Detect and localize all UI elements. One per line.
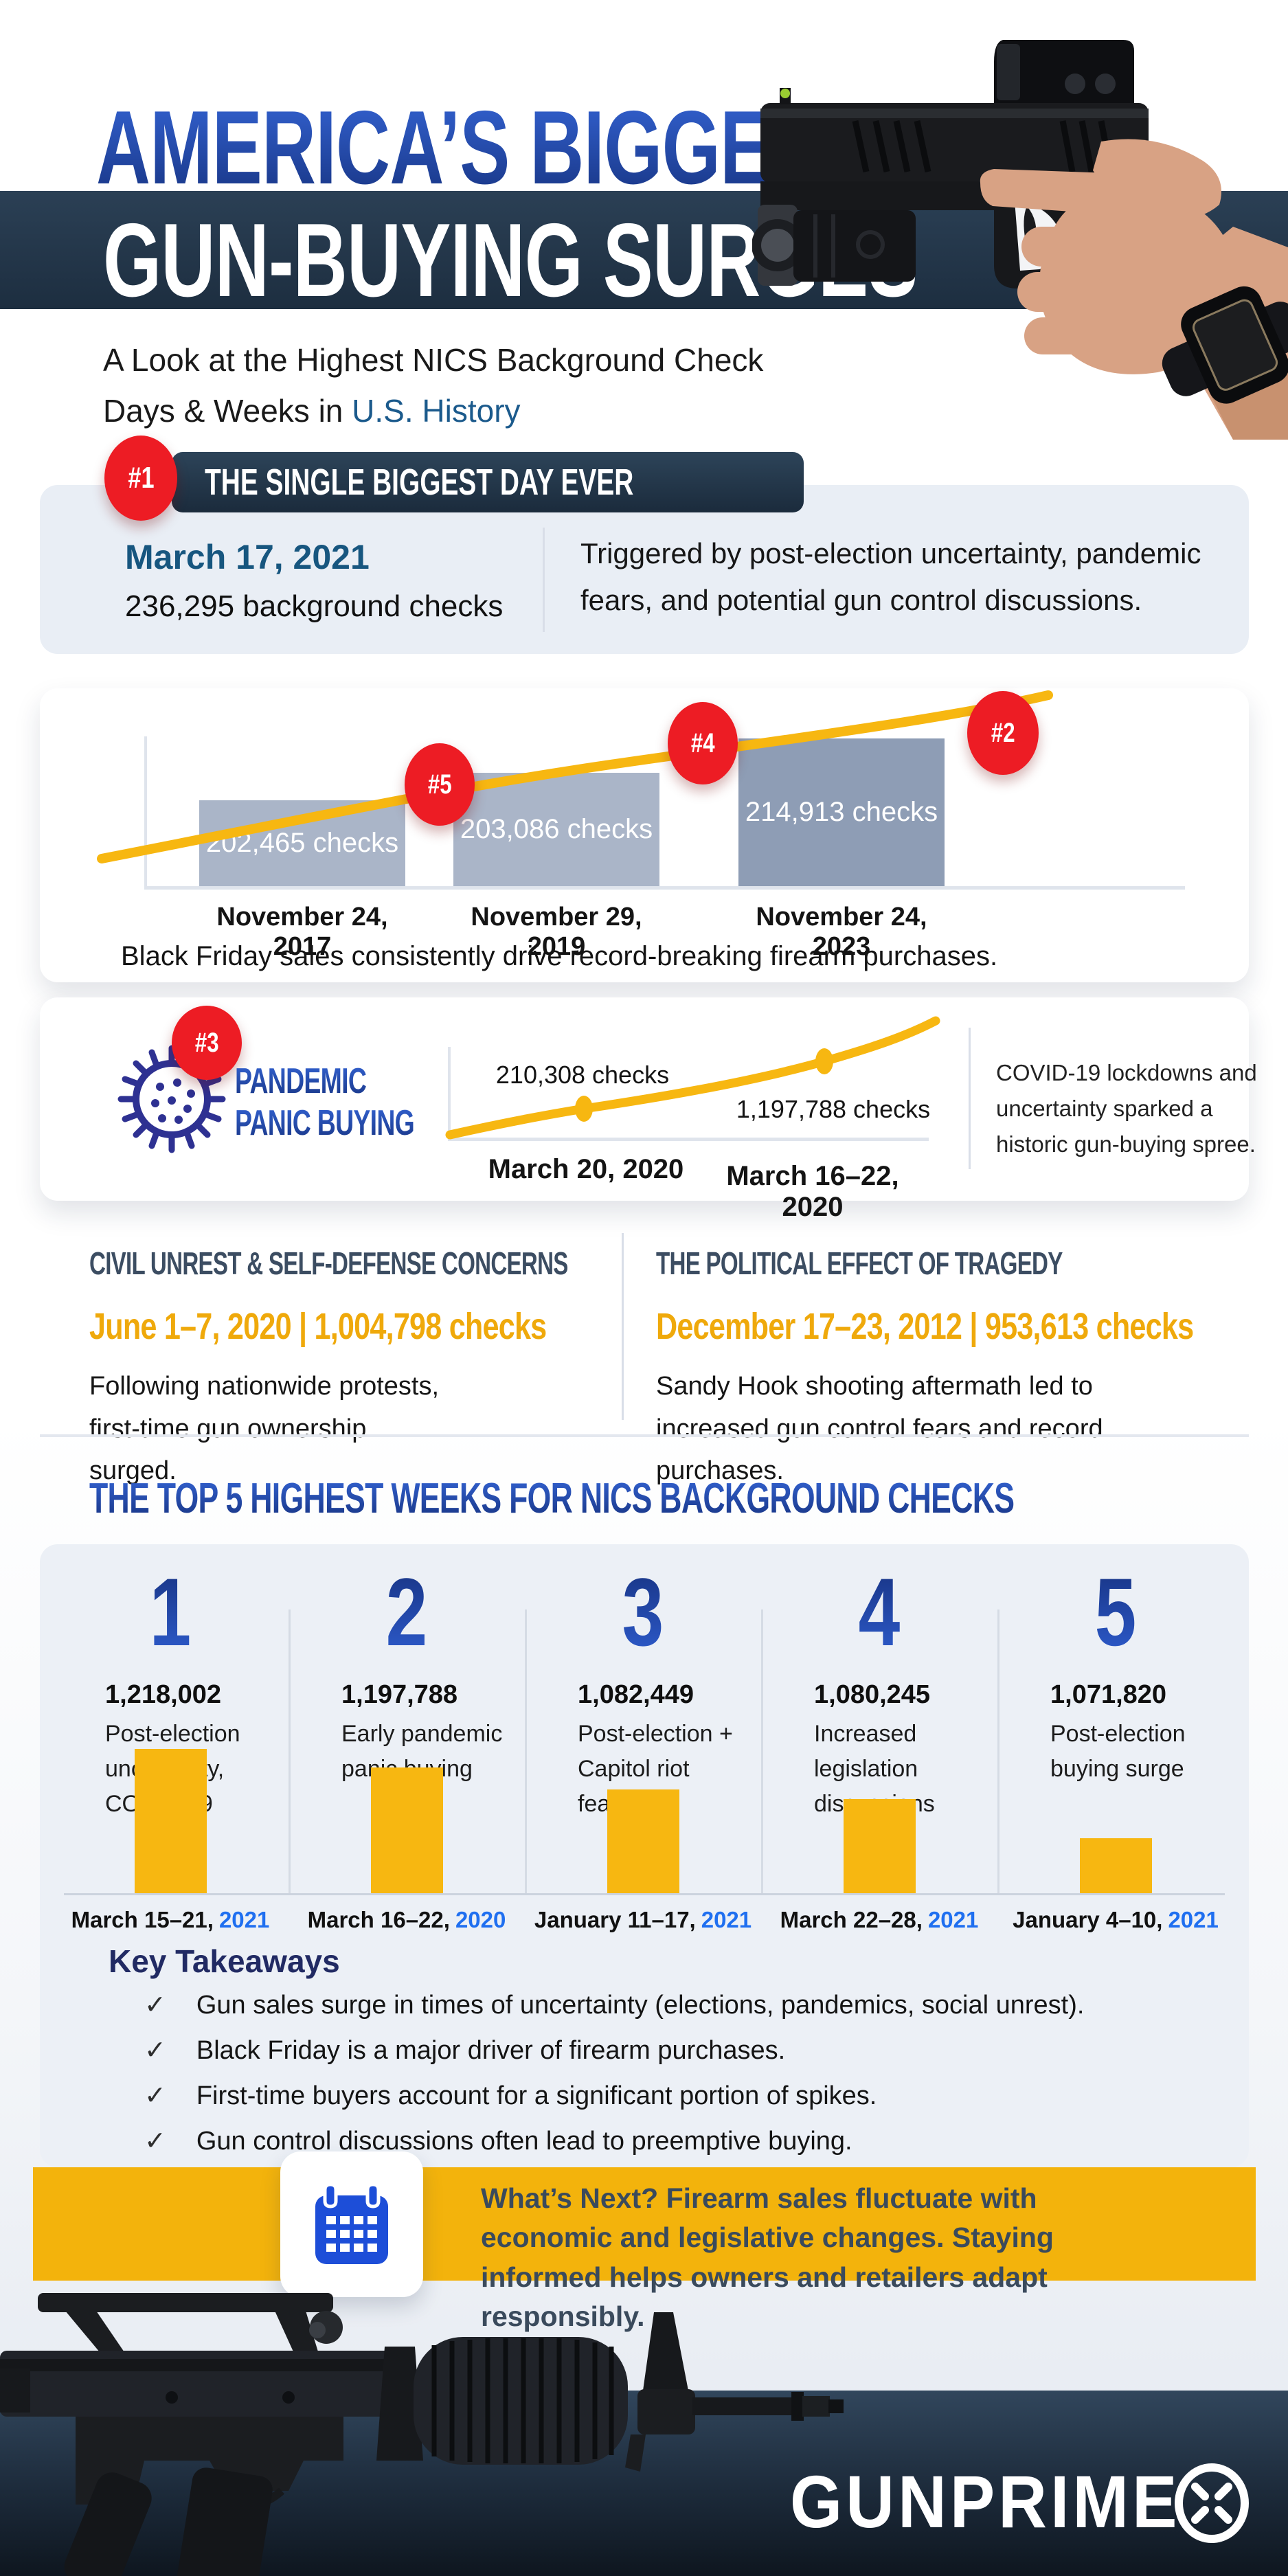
check-icon: ✓ xyxy=(144,1991,166,2020)
top5-date-1: March 15–21, 2021 xyxy=(71,1907,270,1932)
rank-3-badge: #3 xyxy=(172,1006,242,1080)
pandemic-card: #3 PANDEMIC PANIC BUYING 210,308 checks … xyxy=(40,997,1257,1222)
pandemic-y-axis xyxy=(448,1047,451,1140)
event-tragedy: THE POLITICAL EFFECT OF TRAGEDY December… xyxy=(656,1245,1194,1486)
bf-date-2023: November 24, 2023 xyxy=(756,903,927,961)
top5-rank-1: 1 xyxy=(52,1557,289,1668)
top5-date-2: March 16–22, 2020 xyxy=(307,1907,506,1932)
biggest-day-banner: THE SINGLE BIGGEST DAY EVER xyxy=(172,452,804,512)
top5-bar-4 xyxy=(844,1799,916,1893)
bf-date-2017: November 24, 2017 xyxy=(216,903,388,961)
top5-bar-3 xyxy=(607,1789,679,1893)
whats-next-text: What’s Next? Firearm sales fluctuate wit… xyxy=(481,2182,1054,2333)
virus-icon xyxy=(117,1045,226,1153)
top5-baseline xyxy=(64,1893,1225,1895)
bf-date-2019: November 29, 2019 xyxy=(471,903,642,961)
biggest-day-date: March 17, 2021 xyxy=(125,538,370,576)
rifle-photo-illustration xyxy=(0,2293,844,2576)
check-icon: ✓ xyxy=(144,2036,166,2065)
bf-caption: Black Friday sales consistently drive re… xyxy=(121,941,998,971)
pandemic-x-axis xyxy=(448,1138,929,1141)
rank-2-badge: #2 xyxy=(967,691,1039,775)
top5-date-4: March 22–28, 2021 xyxy=(780,1907,979,1932)
subtitle: A Look at the Highest NICS Background Ch… xyxy=(103,335,763,436)
calendar-card xyxy=(280,2151,423,2297)
top5-divider-4 xyxy=(997,1609,999,1895)
bf-x-axis xyxy=(144,886,1185,890)
bf-trend-line xyxy=(97,690,1053,863)
takeaway-item-3: ✓ First-time buyers account for a signifi… xyxy=(144,2081,877,2110)
check-icon: ✓ xyxy=(144,2127,166,2156)
pandemic-description: COVID-19 lockdowns and uncertainty spark… xyxy=(996,1060,1257,1157)
takeaway-item-4: ✓ Gun control discussions often lead to p… xyxy=(144,2127,852,2156)
pandemic-line xyxy=(445,1016,940,1140)
event-civil-unrest: CIVIL UNREST & SELF-DEFENSE CONCERNS Jun… xyxy=(89,1245,568,1486)
top5-rank-4: 4 xyxy=(761,1557,997,1668)
crosshair-logo-icon xyxy=(1175,2463,1249,2543)
top5-col-5: 1,071,820 Post-election buying surge xyxy=(1050,1680,1186,1782)
takeaways-heading: Key Takeaways xyxy=(109,1943,340,1979)
page-title-line1: AMERICA’S BIGGEST xyxy=(96,88,1164,208)
whats-next-band xyxy=(33,2167,1256,2281)
top5-bar-1 xyxy=(135,1749,207,1893)
biggest-day-panel xyxy=(40,485,1249,654)
bf-bar-2023: 214,913 checks xyxy=(738,738,945,886)
pandemic-point1-date: March 20, 2020 xyxy=(488,1154,684,1184)
footer-brand: GUNPRIME xyxy=(790,2461,1181,2544)
biggest-day-divider xyxy=(543,528,545,632)
top5-date-5: January 4–10, 2021 xyxy=(1013,1907,1219,1932)
bf-y-axis xyxy=(144,736,147,888)
subtitle-line1: A Look at the Highest NICS Background Ch… xyxy=(103,342,764,378)
top5-rank-2: 2 xyxy=(289,1557,525,1668)
check-icon: ✓ xyxy=(144,2081,166,2110)
top5-divider-1 xyxy=(289,1609,291,1895)
rank-1-badge: #1 xyxy=(104,436,177,521)
top5-divider-2 xyxy=(525,1609,527,1895)
top5-heading: THE TOP 5 HIGHEST WEEKS FOR NICS BACKGRO… xyxy=(89,1475,1015,1522)
top5-col-2: 1,197,788 Early pandemic panic buying xyxy=(341,1680,503,1782)
top5-divider-3 xyxy=(761,1609,763,1895)
calendar-icon xyxy=(315,2182,388,2264)
biggest-day-value: 236,295 background checks xyxy=(125,589,504,623)
biggest-day-description: Triggered by post-election uncertainty, … xyxy=(580,537,1201,617)
biggest-day-banner-label: THE SINGLE BIGGEST DAY EVER xyxy=(205,462,634,503)
top5-panel: 1 1,218,002 Post-election uncertainty, C… xyxy=(40,1544,1249,2167)
events-divider xyxy=(622,1233,624,1420)
pistol-photo-illustration xyxy=(752,40,1288,440)
top5-bar-5 xyxy=(1080,1838,1152,1893)
pandemic-point2-value: 1,197,788 checks xyxy=(736,1095,931,1123)
subtitle-highlight: U.S. History xyxy=(352,392,521,429)
pandemic-title: PANDEMIC PANIC BUYING xyxy=(235,1061,484,1145)
rank-5-badge: #5 xyxy=(405,743,475,826)
rank-4-badge: #4 xyxy=(668,702,738,784)
pandemic-point1-value: 210,308 checks xyxy=(495,1061,670,1089)
pandemic-divider xyxy=(969,1028,971,1169)
pandemic-point2-date: March 16–22, 2020 xyxy=(726,1161,899,1222)
bf-bar-2019: 203,086 checks xyxy=(453,773,659,886)
takeaway-item-1: ✓ Gun sales surge in times of uncertainty… xyxy=(144,1991,1085,2020)
top5-col-3: 1,082,449 Post-election + Capitol riot f… xyxy=(578,1680,733,1817)
top5-rank-5: 5 xyxy=(997,1557,1234,1668)
top5-date-3: January 11–17, 2021 xyxy=(534,1907,752,1932)
events-bottom-rule xyxy=(40,1434,1249,1437)
takeaway-item-2: ✓ Black Friday is a major driver of firea… xyxy=(144,2036,786,2065)
black-friday-card: 202,465 checks 203,086 checks 214,913 ch… xyxy=(40,688,1249,982)
top5-bar-2 xyxy=(371,1767,443,1893)
subtitle-line2: Days & Weeks in U.S. History xyxy=(103,392,521,429)
top5-rank-3: 3 xyxy=(525,1557,761,1668)
